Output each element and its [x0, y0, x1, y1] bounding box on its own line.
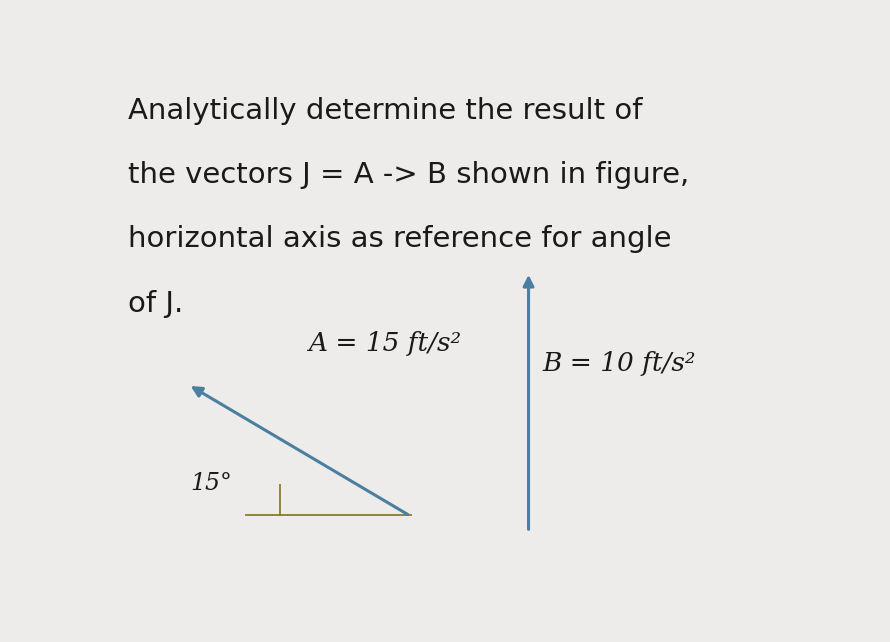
- Text: horizontal axis as reference for angle: horizontal axis as reference for angle: [128, 225, 672, 254]
- Text: of J.: of J.: [128, 290, 183, 318]
- Text: A = 15 ft/s²: A = 15 ft/s²: [308, 331, 461, 356]
- Text: 15°: 15°: [190, 472, 232, 495]
- Text: the vectors J = A -> B shown in figure,: the vectors J = A -> B shown in figure,: [128, 161, 690, 189]
- Text: Analytically determine the result of: Analytically determine the result of: [128, 97, 643, 125]
- Text: B = 10 ft/s²: B = 10 ft/s²: [542, 351, 696, 376]
